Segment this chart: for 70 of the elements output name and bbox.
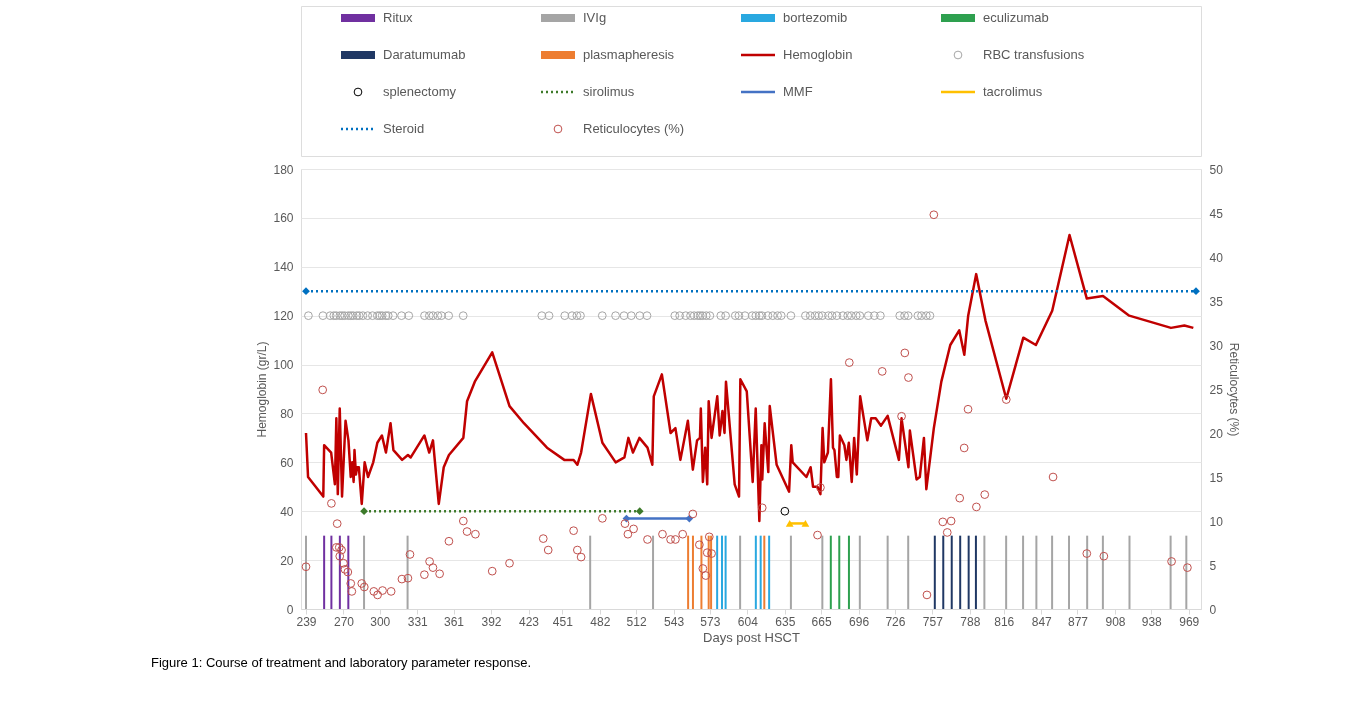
y-tick-label: 0 [286, 602, 294, 617]
x-tick-label: 300 [370, 614, 391, 629]
x-tick-label: 482 [590, 614, 611, 629]
legend-label: tacrolimus [983, 84, 1043, 99]
x-tick-label: 847 [1031, 614, 1053, 629]
y2-tick-label: 15 [1209, 470, 1224, 485]
x-tick-label: 392 [481, 614, 502, 629]
x-tick-label: 451 [552, 614, 574, 629]
legend-label: Daratumumab [383, 47, 466, 62]
x-tick-label: 361 [444, 614, 465, 629]
y-tick-label: 20 [280, 553, 294, 568]
y2-tick-label: 30 [1209, 338, 1224, 353]
point [302, 287, 310, 296]
y-tick-label: 180 [273, 162, 294, 177]
x-tick-label: 726 [885, 614, 906, 629]
caption: Figure 1: Course of treatment and laboratory parameter response. [151, 655, 532, 670]
x-tick-label: 512 [626, 614, 647, 629]
y2-tick-label: 0 [1209, 602, 1217, 617]
x-tick-label: 239 [296, 614, 317, 629]
y2-tick-label: 35 [1209, 294, 1224, 309]
legend-label: bortezomib [783, 10, 848, 25]
point [360, 507, 368, 516]
legend-label: RBC transfusions [983, 47, 1085, 62]
x-tick-label: 816 [994, 614, 1015, 629]
x-tick-label: 604 [737, 614, 759, 629]
x-tick-label: 423 [518, 614, 540, 629]
y2-tick-label: 50 [1209, 162, 1224, 177]
legend-label: plasmapheresis [583, 47, 675, 62]
x-tick-label: 877 [1067, 614, 1089, 629]
legend-label: Hemoglobin [783, 47, 853, 62]
legend-label: Ritux [383, 10, 414, 25]
y-tick-label: 160 [273, 211, 294, 226]
y2-tick-label: 20 [1209, 426, 1224, 441]
y-tick-label: 40 [280, 504, 294, 519]
legend-label: Reticulocytes (%) [583, 121, 685, 136]
y-tick-label: 60 [280, 455, 294, 470]
point [635, 507, 644, 516]
line-series [304, 233, 1195, 523]
y-tick-label: 80 [280, 406, 294, 421]
x-tick-label: 543 [664, 614, 685, 629]
x-tick-label: 665 [811, 614, 832, 629]
legend-label: splenectomy [383, 84, 457, 99]
point [1192, 287, 1200, 296]
legend-label: IVIg [583, 10, 607, 25]
y-tick-label: 120 [273, 309, 294, 324]
y2-tick-label: 10 [1209, 514, 1224, 529]
x-tick-label: 969 [1179, 614, 1200, 629]
x-tick-label: 573 [700, 614, 721, 629]
y2-tick-label: 5 [1209, 558, 1217, 573]
y-tick-label: 140 [273, 260, 294, 275]
legend-label: sirolimus [583, 84, 635, 99]
x-tick-label: 788 [960, 614, 981, 629]
y2-tick-label: 25 [1209, 382, 1224, 397]
y-tick-label: 100 [273, 358, 294, 373]
y2-tick-label: 40 [1209, 250, 1224, 265]
legend-label: eculizumab [983, 10, 1049, 25]
x-axis-title: Days post HSCT [703, 629, 800, 645]
x-tick-label: 270 [333, 614, 355, 629]
x-tick-label: 908 [1105, 614, 1126, 629]
point [780, 506, 790, 516]
x-tick-label: 696 [849, 614, 870, 629]
x-tick-label: 757 [922, 614, 944, 629]
legend-label: MMF [783, 84, 813, 99]
x-tick-label: 635 [775, 614, 796, 629]
x-tick-label: 331 [407, 614, 429, 629]
y2-axis-title: Reticulocytes (%) [1226, 342, 1241, 437]
x-tick-label: 938 [1141, 614, 1163, 629]
y-axis-title: Hemoglobin (gr/L) [255, 341, 270, 438]
legend-label: Steroid [383, 121, 425, 136]
y2-tick-label: 45 [1209, 206, 1224, 221]
